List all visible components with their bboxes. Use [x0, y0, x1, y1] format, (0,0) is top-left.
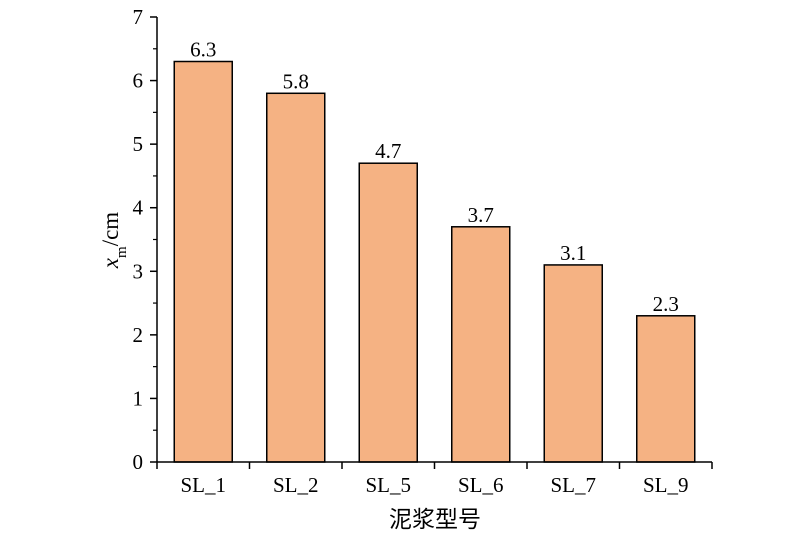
bar-sl-2	[266, 92, 326, 463]
y-tick-label: 3	[133, 259, 144, 283]
data-label: 5.8	[283, 69, 309, 93]
y-tick-label: 6	[133, 69, 144, 93]
x-tick-label: SL_9	[643, 473, 689, 497]
y-tick-label: 2	[133, 323, 144, 347]
y-axis-title-subscript: m	[114, 246, 130, 258]
y-tick-label: 0	[133, 450, 144, 474]
data-label: 4.7	[375, 139, 401, 163]
bar-sl-6	[451, 226, 511, 463]
x-axis: SL_1 SL_2 SL_5 SL_6 SL_7 SL_9	[156, 461, 713, 497]
y-tick-label: 7	[133, 5, 144, 29]
bar-sl-5	[358, 162, 418, 463]
data-labels-group: 6.3 5.8 4.7 3.7 3.1 2.3	[190, 38, 679, 316]
y-tick-label: 1	[133, 386, 144, 410]
bar-sl-7	[543, 264, 603, 463]
x-tick-label: SL_5	[365, 473, 411, 497]
data-label: 2.3	[653, 292, 679, 316]
x-tick-label: SL_1	[180, 473, 226, 497]
y-tick-label: 5	[133, 132, 144, 156]
y-axis: 0 1 2 3 4 5 6 7	[133, 5, 158, 474]
y-axis-title: xm/cm	[98, 212, 130, 269]
x-tick-label: SL_2	[273, 473, 319, 497]
y-tick-label: 4	[133, 196, 144, 220]
data-label: 3.7	[468, 203, 494, 227]
data-label: 6.3	[190, 38, 216, 62]
bar-sl-9	[636, 315, 696, 463]
x-axis-title: 泥浆型号	[389, 507, 481, 532]
x-tick-label: SL_6	[458, 473, 504, 497]
y-axis-title-suffix: /cm	[98, 212, 123, 247]
x-tick-label: SL_7	[550, 473, 596, 497]
data-label: 3.1	[560, 241, 586, 265]
bars-group	[173, 60, 696, 463]
bar-sl-1	[173, 60, 233, 463]
y-axis-title-base: x	[98, 257, 123, 269]
